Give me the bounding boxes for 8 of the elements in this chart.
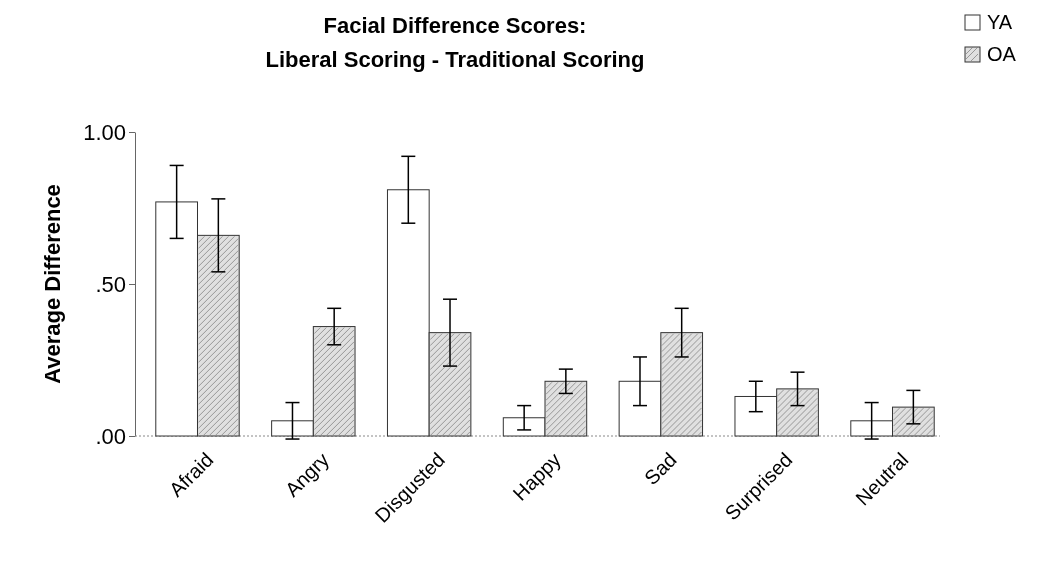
y-tick-label: 1.00: [83, 119, 126, 145]
x-tick-label: Sad: [640, 448, 681, 490]
legend-label: OA: [987, 43, 1017, 65]
y-tick-label: .00: [95, 423, 126, 449]
chart-title: Facial Difference Scores: Liberal Scoring - Traditional Scoring: [265, 13, 645, 72]
y-tick-label: .50: [95, 271, 126, 297]
legend-label: YA: [987, 11, 1013, 33]
y-axis-title: Average Difference: [40, 184, 65, 384]
